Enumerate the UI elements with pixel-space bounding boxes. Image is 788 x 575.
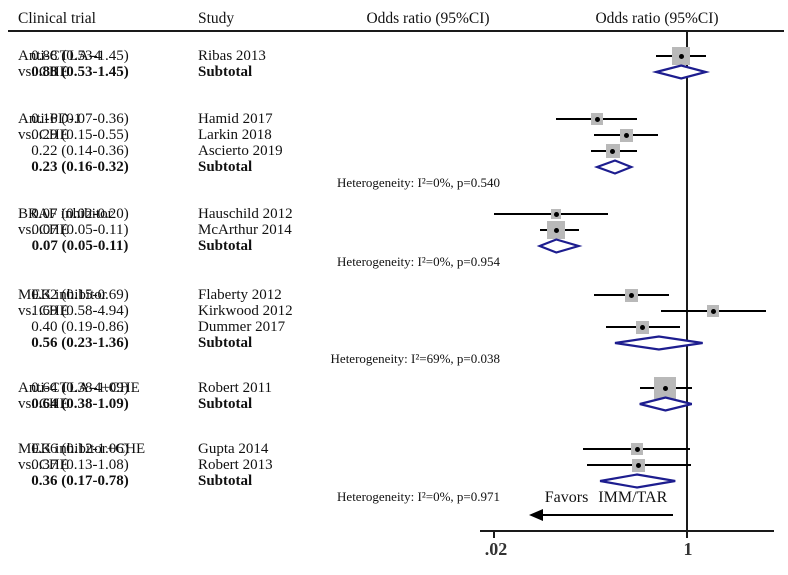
point-estimate-dot bbox=[710, 308, 716, 314]
point-estimate-dot bbox=[639, 324, 645, 330]
study-or-value: 0.22 (0.14-0.36) bbox=[31, 143, 129, 159]
subtotal-or-value: 0.88 (0.53-1.45) bbox=[31, 64, 129, 80]
subtotal-or-value: 0.64 (0.38-1.09) bbox=[31, 396, 129, 412]
group-label: vs. CHE bbox=[18, 457, 69, 473]
subtotal-diamond bbox=[599, 473, 676, 489]
subtotal-label: Subtotal bbox=[198, 238, 253, 254]
x-axis-label-1: 1 bbox=[683, 539, 693, 559]
study-name: Kirkwood 2012 bbox=[198, 303, 293, 319]
study-or-value: 0.40 (0.19-0.86) bbox=[31, 319, 129, 335]
heterogeneity-note: Heterogeneity: I²=0%, p=0.971 bbox=[337, 489, 500, 504]
subtotal-label: Subtotal bbox=[198, 473, 253, 489]
header-clinical-trial: Clinical trial bbox=[18, 10, 96, 27]
header-divider bbox=[8, 30, 784, 32]
study-name: Ascierto 2019 bbox=[198, 143, 283, 159]
heterogeneity-note: Heterogeneity: I²=69%, p=0.038 bbox=[330, 351, 500, 366]
point-estimate-dot bbox=[594, 116, 600, 122]
group-label: MEK inhibitor+CHE bbox=[18, 441, 146, 457]
group-label: Anti-PD-1 bbox=[18, 111, 82, 127]
study-name: Flaberty 2012 bbox=[198, 287, 282, 303]
group-label: vs. CHE bbox=[18, 303, 69, 319]
subtotal-or-value: 0.36 (0.17-0.78) bbox=[31, 473, 129, 489]
subtotal-diamond bbox=[639, 396, 693, 412]
point-estimate-dot bbox=[553, 227, 559, 233]
study-name: Dummer 2017 bbox=[198, 319, 286, 335]
study-or-value: 0.64 (0.38-1.09) bbox=[31, 380, 129, 396]
point-estimate-dot bbox=[678, 53, 684, 59]
subtotal-or-value: 0.23 (0.16-0.32) bbox=[31, 159, 129, 175]
x-axis-line bbox=[480, 530, 774, 532]
x-axis-tick-1 bbox=[686, 531, 688, 538]
subtotal-diamond bbox=[593, 159, 635, 175]
subtotal-diamond bbox=[536, 238, 583, 254]
study-or-value: 0.16 (0.07-0.36) bbox=[31, 111, 129, 127]
study-or-value: 0.07 (0.02-0.20) bbox=[31, 206, 129, 222]
subtotal-label: Subtotal bbox=[198, 159, 253, 175]
subtotal-label: Subtotal bbox=[198, 335, 253, 351]
study-name: Hamid 2017 bbox=[198, 111, 273, 127]
group-label: vs. CHE bbox=[18, 222, 69, 238]
group-label: Anti-CTLA-4+CHE bbox=[18, 380, 140, 396]
study-or-value: 0.07 (0.05-0.11) bbox=[31, 222, 129, 238]
study-or-value: 0.88 (0.53-1.45) bbox=[31, 48, 129, 64]
group-label: vs. CHE bbox=[18, 396, 69, 412]
x-axis-tick-002 bbox=[493, 531, 495, 538]
study-name: Ribas 2013 bbox=[198, 48, 266, 64]
point-estimate-dot bbox=[635, 462, 641, 468]
study-or-value: 0.29 (0.15-0.55) bbox=[31, 127, 129, 143]
study-or-value: 0.32 (0.15-0.69) bbox=[31, 287, 129, 303]
study-or-value: 1.69 (0.58-4.94) bbox=[31, 303, 129, 319]
heterogeneity-note: Heterogeneity: I²=0%, p=0.954 bbox=[337, 254, 500, 269]
x-axis-label-002: .02 bbox=[484, 539, 508, 559]
subtotal-label: Subtotal bbox=[198, 64, 253, 80]
study-name: Gupta 2014 bbox=[198, 441, 269, 457]
study-name: Robert 2011 bbox=[198, 380, 273, 396]
group-label: BRAF inhibitor bbox=[18, 206, 113, 222]
header-study: Study bbox=[198, 10, 235, 27]
point-estimate-dot bbox=[553, 211, 559, 217]
point-estimate-dot bbox=[662, 385, 668, 391]
point-estimate-dot bbox=[610, 148, 616, 154]
study-name: Hauschild 2012 bbox=[198, 206, 293, 222]
study-name: Robert 2013 bbox=[198, 457, 273, 473]
favors-arrow-head bbox=[529, 509, 543, 521]
heterogeneity-note: Heterogeneity: I²=0%, p=0.540 bbox=[337, 175, 500, 190]
point-estimate-dot bbox=[623, 132, 629, 138]
group-label: vs. CHE bbox=[18, 127, 69, 143]
reference-line bbox=[686, 32, 688, 531]
subtotal-diamond bbox=[614, 335, 703, 351]
header-odds-ratio-plot: Odds ratio (95%CI) bbox=[595, 10, 719, 27]
group-label: vs. CHE bbox=[18, 64, 69, 80]
point-estimate-dot bbox=[628, 292, 634, 298]
point-estimate-dot bbox=[634, 446, 640, 452]
subtotal-diamond bbox=[651, 64, 711, 80]
subtotal-or-value: 0.07 (0.05-0.11) bbox=[31, 238, 129, 254]
ci-line bbox=[494, 213, 609, 215]
favors-annotation: Favors IMM/TAR bbox=[544, 489, 668, 506]
study-or-value: 0.36 (0.12-1.06) bbox=[31, 441, 129, 457]
subtotal-or-value: 0.56 (0.23-1.36) bbox=[31, 335, 129, 351]
group-label: Anti-CTLA-4 bbox=[18, 48, 102, 64]
header-odds-ratio-text: Odds ratio (95%CI) bbox=[366, 10, 490, 27]
study-name: McArthur 2014 bbox=[198, 222, 292, 238]
group-label: MEK inhibitor bbox=[18, 287, 107, 303]
study-name: Larkin 2018 bbox=[198, 127, 272, 143]
study-or-value: 0.37 (0.13-1.08) bbox=[31, 457, 129, 473]
subtotal-label: Subtotal bbox=[198, 396, 253, 412]
